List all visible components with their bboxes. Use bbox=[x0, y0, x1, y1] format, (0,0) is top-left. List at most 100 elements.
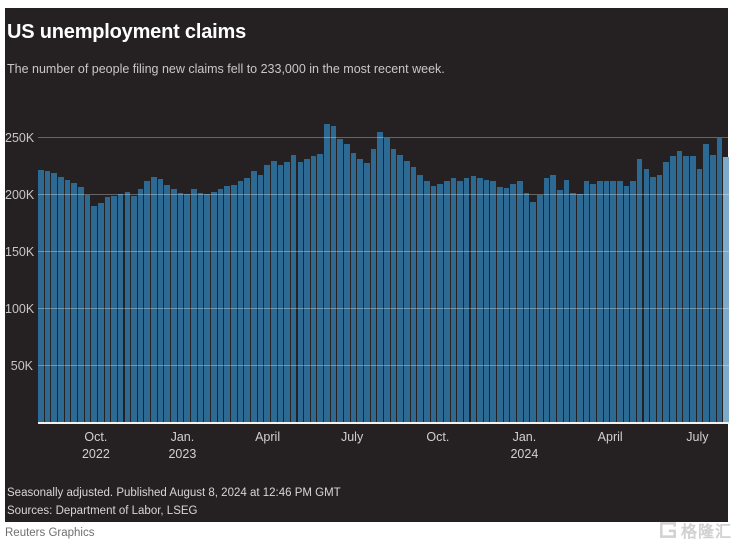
bar-week bbox=[716, 138, 723, 423]
bar-week bbox=[211, 191, 217, 423]
bar-week bbox=[217, 189, 224, 423]
bar-week bbox=[690, 156, 696, 423]
bar-week bbox=[297, 161, 304, 423]
bar-week bbox=[237, 181, 244, 423]
bar-week bbox=[510, 183, 517, 423]
gridline-100K bbox=[38, 308, 730, 309]
bar-week bbox=[490, 181, 497, 423]
bar-week bbox=[576, 193, 583, 423]
x-axis-baseline bbox=[38, 422, 730, 424]
bar-week bbox=[417, 174, 423, 423]
x-axis-label: April bbox=[597, 430, 623, 444]
bar-week bbox=[151, 176, 157, 423]
bar-week bbox=[537, 195, 543, 423]
x-axis-label: Jan. 2024 bbox=[510, 430, 539, 461]
reuters-graphics-credit: Reuters Graphics bbox=[5, 527, 95, 539]
x-axis-label: Jan. 2023 bbox=[168, 430, 197, 461]
bar-week bbox=[616, 181, 623, 423]
bar-week bbox=[563, 180, 570, 423]
bar-week bbox=[191, 189, 197, 423]
y-axis-label: 150K bbox=[5, 245, 35, 259]
chart-panel: US unemployment claims The number of peo… bbox=[5, 8, 730, 522]
plot-area bbox=[38, 108, 730, 424]
bar-week bbox=[164, 184, 171, 423]
chart-subtitle: The number of people filing new claims f… bbox=[7, 62, 445, 76]
bar-week bbox=[663, 161, 670, 423]
bar-week bbox=[277, 165, 284, 423]
bar-week bbox=[603, 181, 610, 423]
bar-week bbox=[244, 177, 250, 423]
bar-week bbox=[670, 156, 676, 423]
x-axis-label: Oct. bbox=[426, 430, 450, 444]
gridline-150K bbox=[38, 251, 730, 252]
page-title: US unemployment claims bbox=[7, 21, 246, 43]
bar-week bbox=[304, 158, 310, 423]
bar-week bbox=[437, 183, 443, 423]
bar-week bbox=[457, 181, 463, 423]
bar-week bbox=[630, 181, 636, 423]
bar-week bbox=[656, 174, 663, 423]
bar-week bbox=[91, 206, 97, 423]
bar-week bbox=[463, 177, 470, 423]
bar-week bbox=[310, 156, 317, 423]
chart-footnotes: Seasonally adjusted. Published August 8,… bbox=[7, 485, 341, 520]
bar-week bbox=[550, 174, 556, 423]
bar-week bbox=[503, 188, 510, 423]
bar-week bbox=[450, 177, 457, 423]
bar-week bbox=[264, 165, 270, 423]
bar-week bbox=[497, 187, 503, 423]
bar-week bbox=[317, 154, 324, 423]
bar-week bbox=[357, 158, 364, 423]
bar-week bbox=[650, 176, 656, 423]
bar-week bbox=[430, 185, 437, 423]
x-axis-label: July bbox=[340, 430, 364, 444]
bar-week bbox=[523, 192, 530, 423]
bar-week bbox=[157, 179, 164, 423]
bar-week bbox=[696, 168, 703, 423]
y-axis: 50K 100K 150K 200K 250K bbox=[5, 108, 35, 423]
x-axis-label: Oct. 2022 bbox=[81, 430, 110, 461]
bar-week bbox=[117, 193, 124, 423]
bar-latest-week bbox=[723, 157, 729, 423]
x-axis: Oct. 2022 Jan. 2023 April July Oct. Jan. 2024 Apr… bbox=[38, 429, 730, 469]
bar-week bbox=[104, 197, 111, 423]
bar-week bbox=[250, 171, 257, 423]
watermark: 格隆汇 bbox=[658, 517, 732, 543]
bar-week bbox=[77, 187, 84, 423]
bar-week bbox=[224, 185, 230, 423]
bar-week bbox=[610, 181, 616, 423]
bar-week bbox=[290, 155, 297, 423]
bar-week bbox=[284, 161, 290, 423]
bar-week bbox=[337, 139, 344, 423]
bar-week bbox=[570, 192, 576, 423]
bar-week bbox=[377, 132, 383, 423]
bar-week bbox=[683, 156, 690, 423]
bar-week bbox=[590, 183, 596, 423]
bar-week bbox=[543, 177, 550, 423]
bar-week bbox=[676, 150, 683, 423]
bar-week bbox=[350, 152, 357, 423]
bar-week bbox=[230, 184, 237, 423]
bar-week bbox=[171, 189, 177, 423]
gelonghui-logo-icon bbox=[660, 522, 676, 538]
bar-week bbox=[324, 124, 330, 423]
gridline-50K bbox=[38, 365, 730, 366]
bar-week bbox=[131, 196, 137, 423]
bar-week bbox=[384, 138, 390, 423]
bar-week bbox=[204, 193, 210, 423]
footnote-line2: Sources: Department of Labor, LSEG bbox=[7, 504, 198, 517]
bar-week bbox=[38, 169, 44, 423]
gridline-250K bbox=[38, 137, 730, 138]
bar-week bbox=[330, 125, 337, 423]
bar-week bbox=[64, 180, 71, 423]
bar-week bbox=[370, 149, 377, 423]
bar-week bbox=[344, 143, 350, 423]
bar-week bbox=[517, 181, 523, 423]
footnote-line1: Seasonally adjusted. Published August 8,… bbox=[7, 487, 341, 499]
bar-week bbox=[364, 163, 370, 423]
bar-week bbox=[403, 160, 410, 423]
watermark-text: 格隆汇 bbox=[680, 524, 732, 541]
bar-week bbox=[643, 168, 650, 423]
bar-week bbox=[84, 195, 91, 423]
bar-week bbox=[44, 171, 51, 423]
